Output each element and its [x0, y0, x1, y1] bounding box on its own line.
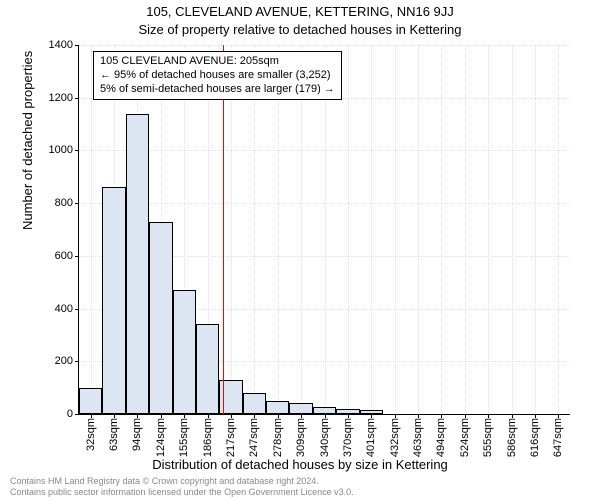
histogram-bar [360, 410, 383, 414]
x-tick-label: 309sqm [295, 418, 307, 457]
chart-container: 105, CLEVELAND AVENUE, KETTERING, NN16 9… [0, 0, 600, 500]
footer-line-2: Contains public sector information licen… [10, 487, 354, 498]
chart-title: 105, CLEVELAND AVENUE, KETTERING, NN16 9… [0, 4, 600, 19]
x-tick-label: 555sqm [482, 418, 494, 457]
footer: Contains HM Land Registry data © Crown c… [10, 476, 354, 498]
x-tick-label: 586sqm [506, 418, 518, 457]
y-tick-mark [75, 45, 79, 46]
x-tick-label: 340sqm [319, 418, 331, 457]
y-tick-label: 600 [55, 250, 73, 262]
annotation-box: 105 CLEVELAND AVENUE: 205sqm ← 95% of de… [93, 51, 342, 100]
y-axis-title: Number of detached properties [20, 51, 35, 230]
x-tick-label: 155sqm [178, 418, 190, 457]
x-tick-label: 616sqm [529, 418, 541, 457]
x-tick-label: 401sqm [365, 418, 377, 457]
x-tick-label: 94sqm [131, 418, 143, 451]
gridline-v [348, 45, 349, 414]
annotation-line-2: ← 95% of detached houses are smaller (3,… [100, 69, 335, 83]
x-tick-label: 32sqm [85, 418, 97, 451]
plot: 020040060080010001200140032sqm63sqm94sqm… [78, 45, 570, 415]
x-tick-label: 432sqm [389, 418, 401, 457]
x-tick-label: 494sqm [435, 418, 447, 457]
y-tick-mark [75, 98, 79, 99]
histogram-bar [126, 114, 149, 414]
y-tick-mark [75, 256, 79, 257]
gridline-v [254, 45, 255, 414]
reference-line [223, 45, 224, 414]
x-axis-title: Distribution of detached houses by size … [0, 457, 600, 472]
histogram-bar [173, 290, 196, 414]
histogram-bar [243, 393, 266, 414]
gridline-v [395, 45, 396, 414]
y-tick-label: 200 [55, 355, 73, 367]
y-tick-label: 0 [67, 408, 73, 420]
x-tick-label: 217sqm [225, 418, 237, 457]
histogram-bar [102, 187, 125, 414]
gridline-v [535, 45, 536, 414]
y-tick-mark [75, 414, 79, 415]
histogram-bar [289, 403, 312, 414]
x-tick-label: 647sqm [552, 418, 564, 457]
histogram-bar [266, 401, 289, 414]
y-tick-label: 1200 [49, 92, 73, 104]
x-tick-label: 186sqm [202, 418, 214, 457]
histogram-bar [149, 222, 172, 414]
y-tick-mark [75, 150, 79, 151]
annotation-line-1: 105 CLEVELAND AVENUE: 205sqm [100, 55, 335, 69]
gridline-v [325, 45, 326, 414]
y-tick-mark [75, 361, 79, 362]
gridline-v [91, 45, 92, 414]
gridline-v [278, 45, 279, 414]
histogram-bar [79, 388, 102, 414]
y-tick-mark [75, 309, 79, 310]
y-tick-label: 800 [55, 197, 73, 209]
gridline-v [441, 45, 442, 414]
chart-subtitle: Size of property relative to detached ho… [0, 22, 600, 37]
y-tick-label: 1000 [49, 144, 73, 156]
annotation-line-3: 5% of semi-detached houses are larger (1… [100, 83, 335, 97]
x-tick-label: 463sqm [412, 418, 424, 457]
gridline-v [231, 45, 232, 414]
x-tick-label: 63sqm [108, 418, 120, 451]
histogram-bar [336, 409, 359, 414]
histogram-bar [313, 407, 336, 414]
x-tick-label: 124sqm [155, 418, 167, 457]
gridline-v [418, 45, 419, 414]
x-tick-label: 370sqm [342, 418, 354, 457]
x-tick-label: 247sqm [248, 418, 260, 457]
gridline-v [558, 45, 559, 414]
x-tick-label: 524sqm [459, 418, 471, 457]
gridline-v [488, 45, 489, 414]
y-tick-mark [75, 203, 79, 204]
footer-line-1: Contains HM Land Registry data © Crown c… [10, 476, 354, 487]
y-tick-label: 400 [55, 303, 73, 315]
gridline-v [301, 45, 302, 414]
plot-area: 020040060080010001200140032sqm63sqm94sqm… [78, 45, 570, 415]
gridline-v [512, 45, 513, 414]
gridline-v [465, 45, 466, 414]
gridline-v [371, 45, 372, 414]
histogram-bar [196, 324, 219, 414]
y-tick-label: 1400 [49, 39, 73, 51]
x-tick-label: 278sqm [272, 418, 284, 457]
